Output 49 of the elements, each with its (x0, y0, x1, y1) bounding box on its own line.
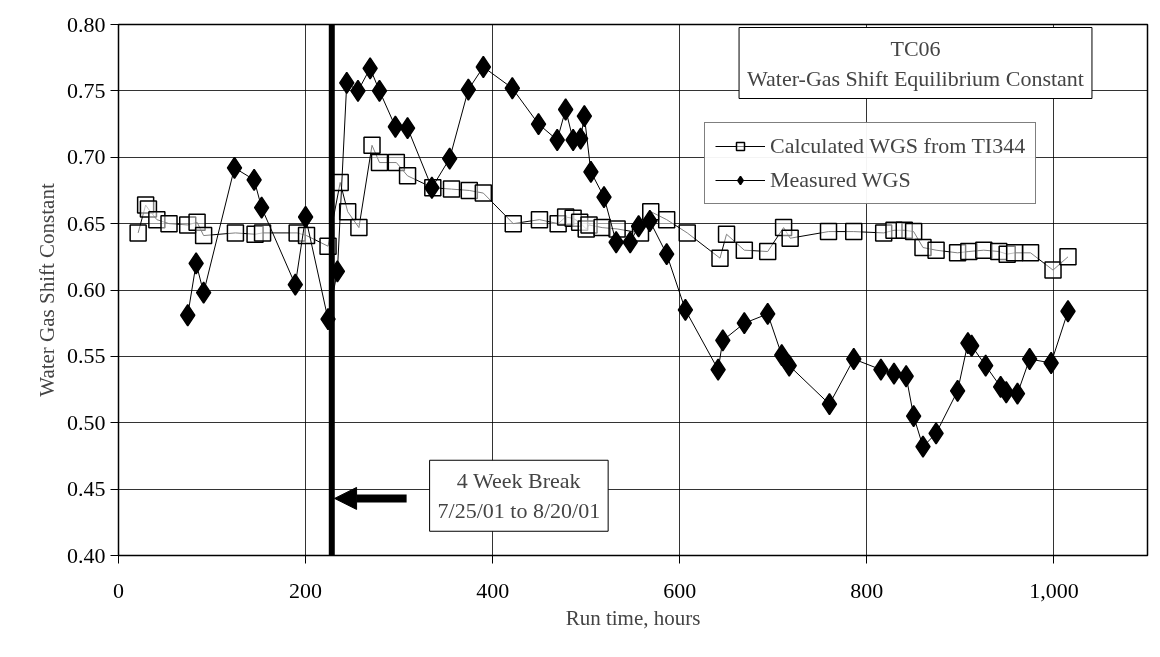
point (576, 104, 593, 128)
point (658, 242, 675, 266)
x-tick-label: 0 (113, 577, 124, 603)
point (287, 273, 304, 296)
y-tick-label: 0.70 (67, 144, 106, 170)
point (773, 343, 790, 367)
point (226, 156, 243, 180)
x-tick-label: 600 (663, 577, 697, 603)
point (441, 147, 458, 170)
x-axis-title: Run time, hours (565, 605, 701, 630)
point (253, 196, 270, 219)
point (557, 98, 574, 121)
x-tick-label: 400 (476, 577, 510, 603)
annotation: 4 Week Break 7/25/01 to 8/20/01 (437, 468, 601, 524)
y-tick-label: 0.40 (67, 542, 106, 568)
point (949, 379, 966, 403)
point (1009, 382, 1026, 405)
y-tick-label: 0.65 (67, 210, 106, 236)
point (460, 78, 477, 101)
point (736, 311, 753, 335)
y-tick-label: 0.50 (67, 409, 106, 435)
point (504, 76, 521, 100)
text: TC06 Water-Gas Shift Equilibrium Constant (747, 35, 1084, 91)
point (759, 302, 776, 326)
legend-label: Calculated WGS from TI344 (770, 133, 1026, 159)
point (630, 215, 647, 238)
y-tick-label: 0.60 (67, 277, 106, 302)
point (1021, 347, 1038, 371)
point (821, 392, 838, 416)
point (371, 79, 388, 103)
x-tick-label: 800 (850, 577, 884, 603)
point (399, 116, 416, 140)
x-tick-label: 1,000 (1029, 577, 1079, 603)
point (677, 298, 694, 322)
point (977, 354, 994, 377)
y-tick-label: 0.45 (67, 476, 106, 502)
point (195, 281, 212, 304)
point (179, 303, 196, 327)
x-tick-label: 200 (289, 577, 323, 603)
y-tick-label: 0.75 (67, 77, 106, 103)
y-tick-label: 0.55 (67, 343, 106, 369)
point (530, 112, 547, 136)
point (905, 404, 922, 428)
y-axis-title: Water Gas Shift Constant (35, 183, 59, 397)
point (297, 205, 314, 229)
y-tick-label: 0.80 (67, 11, 106, 37)
legend-label: Measured WGS (770, 167, 911, 193)
point (387, 115, 404, 138)
point (475, 55, 492, 79)
